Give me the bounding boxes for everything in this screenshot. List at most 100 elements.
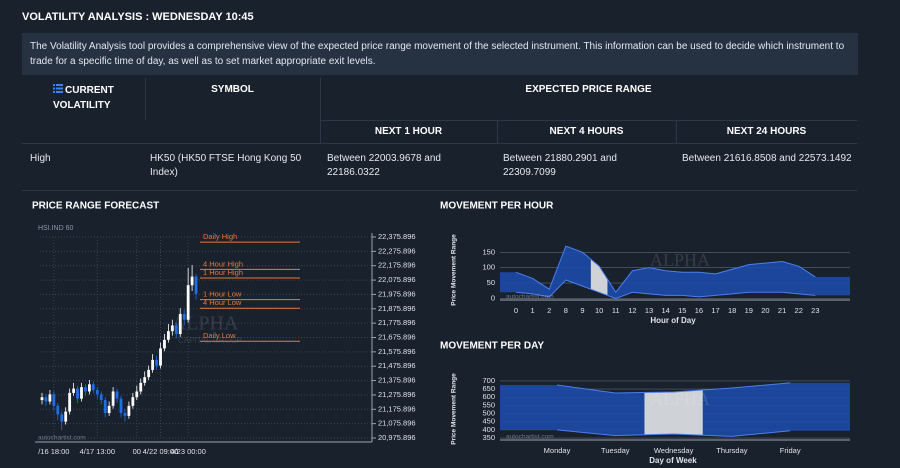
candle-body <box>115 391 119 399</box>
y-tick-label: 21,475.896 <box>378 361 416 370</box>
candle-body <box>186 285 190 320</box>
candle-body <box>163 339 166 349</box>
brand-watermark: ALPHA <box>650 250 710 270</box>
section-title: MOVEMENT PER HOUR <box>440 201 554 212</box>
candle-body <box>64 411 68 422</box>
x-tick-label: 10 <box>595 306 603 315</box>
x-tick-label: 2 <box>547 306 551 315</box>
x-tick-label: 11 <box>612 306 620 315</box>
y-tick-label: 350 <box>482 433 495 442</box>
table-border <box>22 143 857 144</box>
level-label: Daily High <box>203 232 237 241</box>
y-tick-label: 21,575.896 <box>378 347 416 356</box>
y-tick-label: 22,275.896 <box>378 246 416 255</box>
candle-body <box>143 377 147 383</box>
band-edge <box>515 279 816 299</box>
y-axis-title: Price Movement Range <box>451 373 458 445</box>
candle-body <box>72 388 75 393</box>
x-tick-label: /16 18:00 <box>38 447 69 456</box>
candle-body <box>159 348 162 366</box>
table-border <box>320 78 321 143</box>
y-tick-label: 21,675.896 <box>378 332 416 341</box>
column-header: SYMBOL <box>211 84 254 95</box>
instrument-label: HSI.IND 60 <box>38 225 74 232</box>
y-tick-label: 450 <box>482 417 495 426</box>
watermark: autochartist.com <box>506 434 554 441</box>
candle-body <box>80 387 83 399</box>
y-tick-label: 400 <box>482 425 495 434</box>
brand-watermark: ALPHA <box>650 389 710 409</box>
x-tick-label: 16 <box>695 306 703 315</box>
x-tick-label: 17 <box>711 306 719 315</box>
x-tick-label: Thursday <box>716 446 748 455</box>
column-subheader: NEXT 4 HOURS <box>549 126 624 137</box>
candle-body <box>135 391 139 398</box>
x-tick-label: Tuesday <box>601 446 630 455</box>
table-cell: High <box>30 153 51 164</box>
candle-body <box>107 405 111 414</box>
candle-body <box>139 382 143 392</box>
x-tick-label: 12 <box>628 306 636 315</box>
x-tick-label: 4/23 00:00 <box>170 447 205 456</box>
y-tick-label: 22,375.896 <box>378 232 416 241</box>
candle-body <box>95 390 99 395</box>
candle-body <box>91 384 95 391</box>
candle-body <box>178 313 182 335</box>
candle-body <box>190 276 194 286</box>
band-edge <box>556 429 791 437</box>
y-tick-label: 22,175.896 <box>378 261 416 270</box>
table-cell: Between 21880.2901 and 22309.7099 <box>503 153 617 178</box>
list-icon <box>53 84 63 93</box>
y-tick-label: 550 <box>482 400 495 409</box>
x-tick-label: 14 <box>661 306 669 315</box>
y-tick-label: 20,975.896 <box>378 433 416 442</box>
level-label: 1 Hour Low <box>203 290 242 299</box>
candle-body <box>84 387 87 392</box>
brand-watermark: CAPITAL GROUP <box>178 336 242 345</box>
watermark: autochartist.com <box>506 294 554 301</box>
candle-body <box>119 398 123 414</box>
level-label: 4 Hour Low <box>203 298 242 307</box>
y-tick-label: 150 <box>482 247 495 256</box>
y-tick-label: 21,875.896 <box>378 304 416 313</box>
x-tick-label: 13 <box>645 306 653 315</box>
y-tick-label: 22,075.896 <box>378 275 416 284</box>
page-title: VOLATILITY ANALYSIS : WEDNESDAY 10:45 <box>22 11 254 23</box>
y-axis-title: Price Movement Range <box>451 234 458 306</box>
x-tick-label: 00 <box>133 447 141 456</box>
table-border <box>145 78 146 120</box>
candle-body <box>48 394 52 402</box>
x-tick-label: 18 <box>728 306 736 315</box>
candle-body <box>111 391 115 406</box>
candle-body <box>147 369 151 378</box>
table-border <box>676 120 677 143</box>
y-tick-label: 500 <box>482 409 495 418</box>
candle-body <box>151 359 154 370</box>
candle-body <box>56 405 60 415</box>
candle-body <box>174 325 178 335</box>
y-tick-label: 21,175.896 <box>378 404 416 413</box>
band-fill <box>500 246 850 299</box>
candle-body <box>155 359 158 366</box>
x-tick-label: 23 <box>811 306 819 315</box>
candle-body <box>44 397 48 402</box>
table-cell: Between 22003.9678 and 22186.0322 <box>327 153 441 178</box>
x-axis-title: Hour of Day <box>650 316 696 325</box>
table-border <box>497 120 498 143</box>
y-tick-label: 650 <box>482 384 495 393</box>
highlight-band <box>590 259 608 296</box>
column-subheader: NEXT 24 HOURS <box>726 126 807 137</box>
candle-body <box>40 397 44 401</box>
candle-body <box>76 388 79 399</box>
y-tick-label: 21,275.896 <box>378 390 416 399</box>
y-tick-label: 100 <box>482 263 495 272</box>
x-tick-label: Monday <box>544 446 571 455</box>
x-tick-label: 8 <box>564 306 568 315</box>
column-header: CURRENT VOLATILITY <box>53 85 114 111</box>
candle-body <box>52 394 56 406</box>
candle-body <box>123 413 127 416</box>
x-tick-label: 1 <box>531 306 535 315</box>
y-tick-label: 21,975.896 <box>378 289 416 298</box>
y-tick-label: 600 <box>482 392 495 401</box>
